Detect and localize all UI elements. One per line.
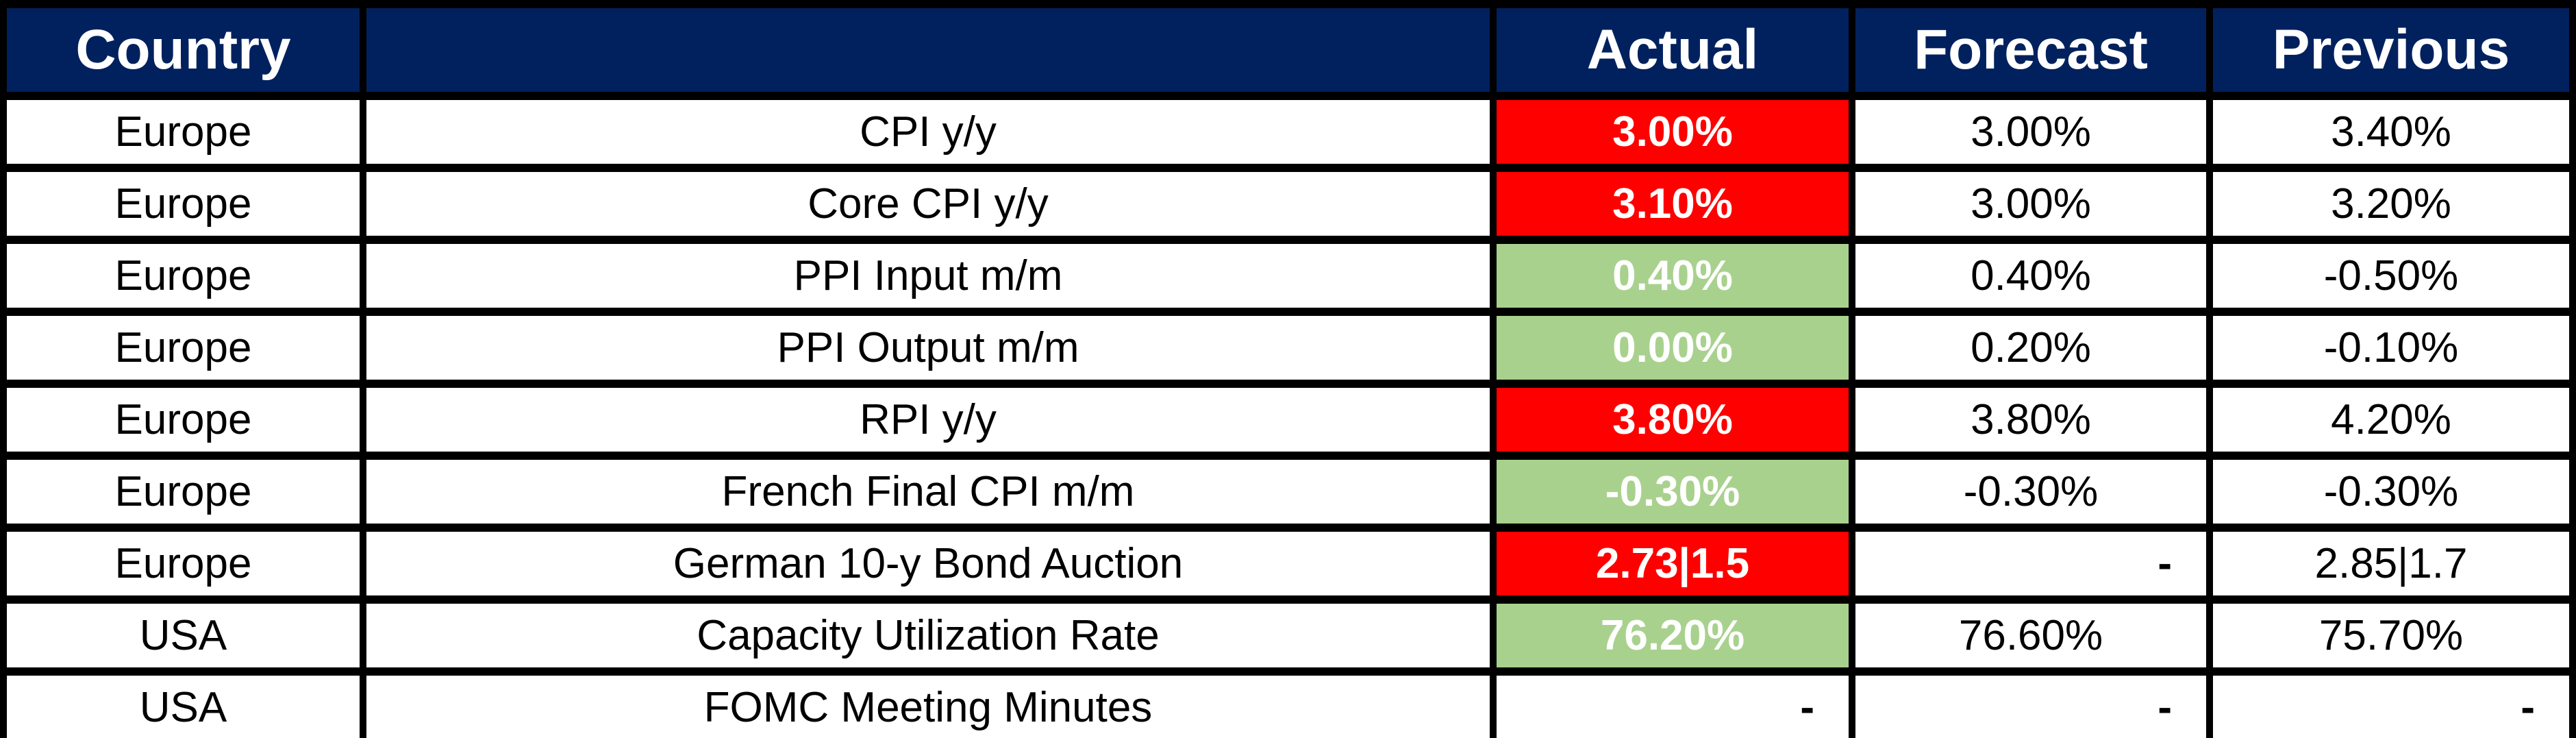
col-header-forecast: Forecast xyxy=(1855,8,2206,92)
country-cell: Europe xyxy=(7,244,360,308)
previous-cell: 4.20% xyxy=(2213,388,2569,452)
actual-cell: 3.10% xyxy=(1497,172,1849,236)
forecast-cell: -0.30% xyxy=(1855,460,2206,524)
country-cell: USA xyxy=(7,676,360,738)
event-cell: PPI Input m/m xyxy=(366,244,1490,308)
previous-cell: 3.20% xyxy=(2213,172,2569,236)
country-cell: Europe xyxy=(7,460,360,524)
table-row: Europe PPI Output m/m 0.00% 0.20% -0.10% xyxy=(7,316,2569,380)
forecast-cell: - xyxy=(1855,676,2206,738)
event-cell: Capacity Utilization Rate xyxy=(366,604,1490,667)
table-row: Europe Core CPI y/y 3.10% 3.00% 3.20% xyxy=(7,172,2569,236)
actual-cell: 3.00% xyxy=(1497,100,1849,164)
forecast-cell: 3.00% xyxy=(1855,172,2206,236)
forecast-cell: 76.60% xyxy=(1855,604,2206,667)
country-cell: Europe xyxy=(7,100,360,164)
previous-cell: - xyxy=(2213,676,2569,738)
event-cell: PPI Output m/m xyxy=(366,316,1490,380)
event-cell: FOMC Meeting Minutes xyxy=(366,676,1490,738)
table-row: Europe RPI y/y 3.80% 3.80% 4.20% xyxy=(7,388,2569,452)
country-cell: Europe xyxy=(7,532,360,595)
country-cell: Europe xyxy=(7,172,360,236)
table-row: Europe PPI Input m/m 0.40% 0.40% -0.50% xyxy=(7,244,2569,308)
previous-cell: -0.50% xyxy=(2213,244,2569,308)
table-row: Europe German 10-y Bond Auction 2.73|1.5… xyxy=(7,532,2569,595)
col-header-actual: Actual xyxy=(1497,8,1849,92)
previous-cell: -0.10% xyxy=(2213,316,2569,380)
country-cell: Europe xyxy=(7,316,360,380)
country-cell: Europe xyxy=(7,388,360,452)
actual-cell: 0.00% xyxy=(1497,316,1849,380)
table-row: USA Capacity Utilization Rate 76.20% 76.… xyxy=(7,604,2569,667)
actual-cell: 2.73|1.5 xyxy=(1497,532,1849,595)
forecast-cell: 3.80% xyxy=(1855,388,2206,452)
actual-cell: 0.40% xyxy=(1497,244,1849,308)
previous-cell: 2.85|1.7 xyxy=(2213,532,2569,595)
col-header-country: Country xyxy=(7,8,360,92)
event-cell: German 10-y Bond Auction xyxy=(366,532,1490,595)
event-cell: Core CPI y/y xyxy=(366,172,1490,236)
previous-cell: -0.30% xyxy=(2213,460,2569,524)
event-cell: CPI y/y xyxy=(366,100,1490,164)
event-cell: RPI y/y xyxy=(366,388,1490,452)
event-cell: French Final CPI m/m xyxy=(366,460,1490,524)
col-header-event xyxy=(366,8,1490,92)
actual-cell: - xyxy=(1497,676,1849,738)
country-cell: USA xyxy=(7,604,360,667)
table-row: Europe French Final CPI m/m -0.30% -0.30… xyxy=(7,460,2569,524)
forecast-cell: - xyxy=(1855,532,2206,595)
actual-cell: 3.80% xyxy=(1497,388,1849,452)
col-header-previous: Previous xyxy=(2213,8,2569,92)
forecast-cell: 0.40% xyxy=(1855,244,2206,308)
previous-cell: 75.70% xyxy=(2213,604,2569,667)
forecast-cell: 0.20% xyxy=(1855,316,2206,380)
actual-cell: -0.30% xyxy=(1497,460,1849,524)
header-row: Country Actual Forecast Previous xyxy=(7,8,2569,92)
forecast-cell: 3.00% xyxy=(1855,100,2206,164)
actual-cell: 76.20% xyxy=(1497,604,1849,667)
table-row: Europe CPI y/y 3.00% 3.00% 3.40% xyxy=(7,100,2569,164)
table-row: USA FOMC Meeting Minutes - - - xyxy=(7,676,2569,738)
previous-cell: 3.40% xyxy=(2213,100,2569,164)
